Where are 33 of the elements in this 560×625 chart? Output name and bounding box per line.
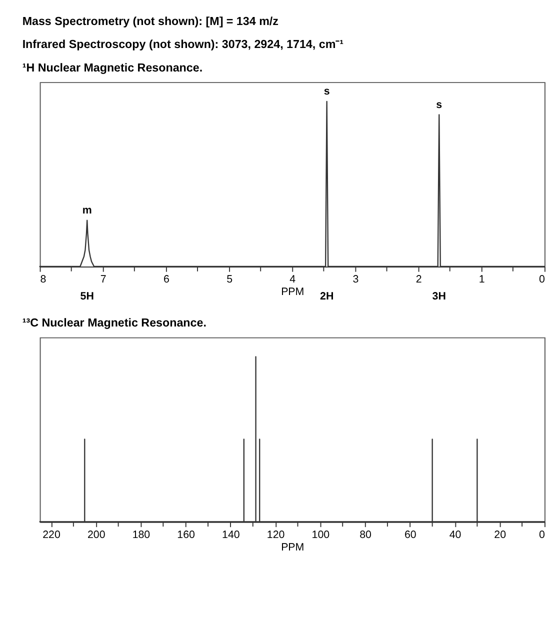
text: Infrared Spectroscopy (not shown): 3073, 2924, 1714, cm⁻¹ <box>22 38 344 52</box>
annotation: s <box>324 86 330 98</box>
x-axis-title: PPM <box>281 541 304 554</box>
x-tick-label: 60 <box>404 528 416 541</box>
x-tick-label: 80 <box>360 528 372 541</box>
annotation: m <box>82 204 92 216</box>
x-tick-label: 0 <box>539 528 546 541</box>
text: 2H <box>320 290 334 302</box>
text: 5H <box>80 290 94 302</box>
x-tick-label: 180 <box>132 528 150 541</box>
x-tick-label: 200 <box>87 528 106 541</box>
chart-title: ¹H Nuclear Magnetic Resonance. <box>22 61 203 74</box>
text: Mass Spectrometry (not shown): [M] = 134 m/z <box>22 14 279 28</box>
x-axis-title: PPM <box>281 286 304 298</box>
chart-title: ¹³C Nuclear Magnetic Resonance. <box>22 316 206 330</box>
x-tick-label: 2 <box>416 274 422 286</box>
text: 3H <box>432 290 446 302</box>
x-tick-label: 6 <box>163 274 170 286</box>
annotation: s <box>436 98 442 111</box>
x-tick-label: 160 <box>177 528 196 541</box>
x-tick-label: 5 <box>226 274 233 286</box>
x-tick-label: 40 <box>449 528 462 541</box>
x-tick-label: 3 <box>352 274 359 286</box>
x-tick-label: 120 <box>266 528 285 541</box>
x-tick-label: 0 <box>539 274 546 286</box>
x-tick-label: 1 <box>478 274 485 286</box>
x-tick-label: 7 <box>100 274 106 286</box>
x-tick-label: 140 <box>222 528 240 541</box>
x-tick-label: 20 <box>494 528 506 541</box>
x-tick-label: 220 <box>42 528 60 541</box>
x-tick-label: 4 <box>290 274 296 286</box>
x-tick-label: 100 <box>312 528 330 541</box>
x-tick-label: 8 <box>40 274 46 286</box>
